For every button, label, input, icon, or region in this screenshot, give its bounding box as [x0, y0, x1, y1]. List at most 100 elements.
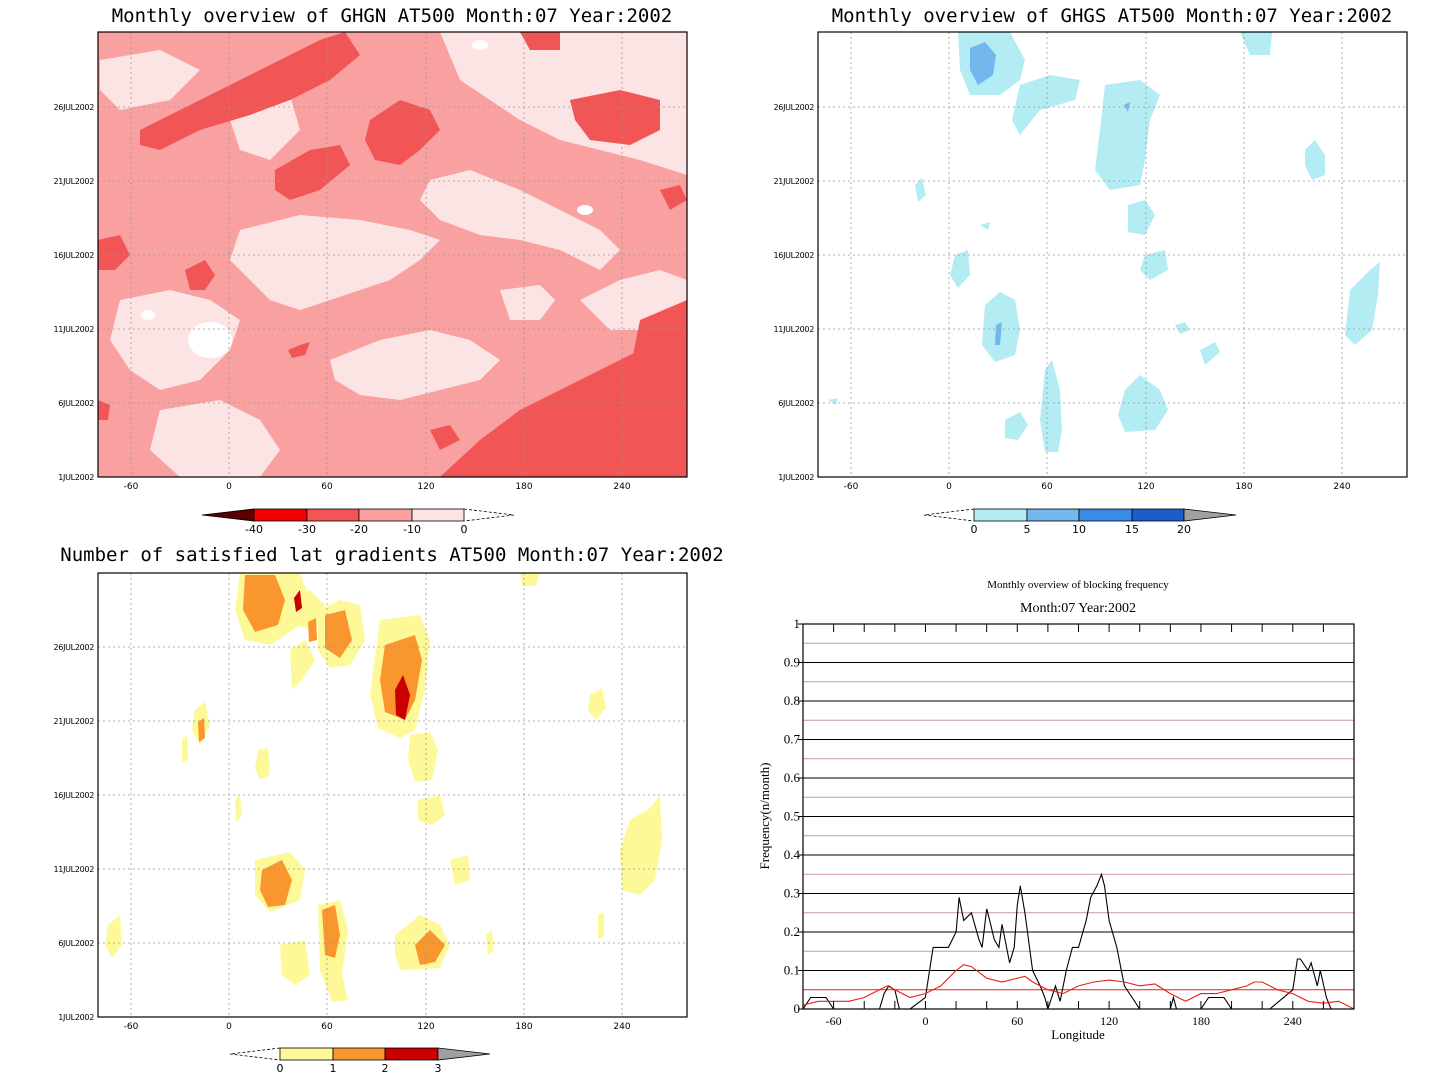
- colorbar-label: 0: [277, 1062, 284, 1075]
- chart-title-blocking: Monthly overview of blocking frequency: [987, 579, 1169, 591]
- y-tick-label: 21JUL2002: [53, 177, 94, 186]
- x-ticks-ghgs: -60 0 60 120 180 240: [844, 482, 1351, 492]
- y-tick-label: 1JUL2002: [58, 1013, 94, 1022]
- x-tick-label: 180: [1235, 482, 1252, 492]
- figure-canvas: Monthly overview of GHGN AT500 Month:07 …: [0, 0, 1440, 1091]
- x-tick-label: 0: [226, 482, 232, 492]
- x-tick-label: 240: [613, 482, 630, 492]
- y-tick-label: 16JUL2002: [773, 251, 814, 260]
- panel-lat-gradients: Number of satisfied lat gradients AT500 …: [53, 544, 723, 1075]
- x-tick-label: 120: [1137, 482, 1154, 492]
- y-axis-label: Frequency(n/month): [757, 763, 772, 870]
- y-tick-label: 0.2: [784, 924, 800, 939]
- colorbar-open-end: [924, 509, 974, 521]
- panel-ghgn: Monthly overview of GHGN AT500 Month:07 …: [53, 5, 687, 536]
- y-tick-label: 21JUL2002: [773, 177, 814, 186]
- y-tick-label: 0.7: [784, 732, 801, 747]
- chart-subtitle-blocking: Month:07 Year:2002: [1020, 601, 1136, 616]
- x-tick-label: 60: [1041, 482, 1053, 492]
- colorbar-swatch: [385, 1048, 438, 1060]
- panel-blocking-frequency: Monthly overview of blocking frequency M…: [757, 579, 1354, 1042]
- y-tick-label: 0.8: [784, 693, 800, 708]
- colorbar-swatch: [974, 509, 1027, 521]
- y-tick-label: 21JUL2002: [53, 717, 94, 726]
- y-tick-label: 11JUL2002: [53, 325, 94, 334]
- y-tick-label: 26JUL2002: [773, 103, 814, 112]
- colorbar-label: 1: [330, 1062, 337, 1075]
- x-tick-label: -60: [844, 482, 859, 492]
- x-tick-label: -60: [124, 482, 139, 492]
- series-lines: [803, 874, 1354, 1009]
- x-tick-label: 240: [1284, 1014, 1302, 1028]
- x-tick-label: 240: [613, 1022, 630, 1032]
- colorbar-swatch: [1027, 509, 1079, 521]
- colorbar-label: -20: [350, 523, 368, 536]
- colorbar-swatch: [254, 509, 307, 521]
- colorbar-lat-gradients: 0 1 2 3: [230, 1048, 490, 1075]
- x-tick-label: 60: [321, 1022, 333, 1032]
- y-tick-label: 0: [794, 1001, 801, 1016]
- y-tick-label: 0.4: [784, 847, 801, 862]
- x-ticks-ghgn: -60 0 60 120 180 240: [124, 482, 631, 492]
- colorbar-swatch: [438, 1048, 490, 1060]
- colorbar-swatch: [307, 509, 359, 521]
- x-tick-label: 120: [417, 1022, 434, 1032]
- colorbar-label: 20: [1177, 523, 1191, 536]
- x-ticks-lat-gradients: -60 0 60 120 180 240: [124, 1022, 631, 1032]
- y-ticks-lat-gradients: 1JUL2002 6JUL2002 11JUL2002 16JUL2002 21…: [53, 643, 94, 1022]
- chart-title-lat-gradients: Number of satisfied lat gradients AT500 …: [60, 544, 723, 566]
- y-tick-label: 0.6: [784, 770, 801, 785]
- x-tick-label: 60: [321, 482, 333, 492]
- y-tick-label: 0.5: [784, 809, 800, 824]
- colorbar-label: 10: [1072, 523, 1086, 536]
- y-tick-label: 16JUL2002: [53, 791, 94, 800]
- colorbar-swatch: [333, 1048, 385, 1060]
- y-ticks-blocking: 0 0.1 0.2 0.3 0.4 0.5 0.6 0.7 0.8 0.9 1: [784, 616, 803, 1016]
- x-tick-label: 120: [1100, 1014, 1118, 1028]
- chart-title-ghgn: Monthly overview of GHGN AT500 Month:07 …: [112, 5, 673, 27]
- y-tick-label: 11JUL2002: [53, 865, 94, 874]
- y-tick-label: 26JUL2002: [53, 103, 94, 112]
- colorbar-swatch: [1079, 509, 1132, 521]
- colorbar-swatch: [359, 509, 412, 521]
- series-line-black: [803, 874, 1354, 1009]
- colorbar-label: 0: [971, 523, 978, 536]
- y-tick-label: 6JUL2002: [58, 399, 94, 408]
- y-tick-label: 0.3: [784, 886, 800, 901]
- colorbar-swatch: [280, 1048, 333, 1060]
- colorbar-label: -30: [298, 523, 316, 536]
- colorbar-label: 3: [435, 1062, 442, 1075]
- y-tick-label: 1JUL2002: [58, 473, 94, 482]
- colorbar-swatch: [1184, 509, 1236, 521]
- panel-ghgs: Monthly overview of GHGS AT500 Month:07 …: [773, 5, 1407, 536]
- x-tick-label: 60: [1011, 1014, 1023, 1028]
- colorbar-swatch: [1132, 509, 1184, 521]
- x-tick-label: 180: [515, 482, 532, 492]
- y-tick-label: 26JUL2002: [53, 643, 94, 652]
- x-tick-label: 180: [515, 1022, 532, 1032]
- chart-title-ghgs: Monthly overview of GHGS AT500 Month:07 …: [832, 5, 1393, 27]
- x-tick-label: -60: [826, 1014, 842, 1028]
- y-tick-label: 1JUL2002: [778, 473, 814, 482]
- y-tick-label: 1: [794, 616, 801, 631]
- x-tick-label: 120: [417, 482, 434, 492]
- x-tick-label: 0: [226, 1022, 232, 1032]
- colorbar-open-end: [230, 1048, 280, 1060]
- y-tick-label: 11JUL2002: [773, 325, 814, 334]
- x-tick-label: 240: [1333, 482, 1350, 492]
- y-tick-label: 16JUL2002: [53, 251, 94, 260]
- contour-field-ghgs: [818, 32, 1407, 477]
- x-tick-label: 0: [946, 482, 952, 492]
- x-tick-label: 0: [922, 1014, 928, 1028]
- y-ticks-ghgs: 1JUL2002 6JUL2002 11JUL2002 16JUL2002 21…: [773, 103, 814, 482]
- x-tick-label: 180: [1192, 1014, 1210, 1028]
- colorbar-label: 15: [1125, 523, 1139, 536]
- colorbar-ghgn: -40 -30 -20 -10 0: [202, 509, 514, 536]
- y-tick-label: 0.1: [784, 963, 800, 978]
- colorbar-swatch: [202, 509, 254, 521]
- colorbar-label: 5: [1024, 523, 1031, 536]
- y-tick-label: 0.9: [784, 655, 800, 670]
- y-tick-label: 6JUL2002: [58, 939, 94, 948]
- colorbar-label: 2: [382, 1062, 389, 1075]
- colorbar-label: -40: [245, 523, 263, 536]
